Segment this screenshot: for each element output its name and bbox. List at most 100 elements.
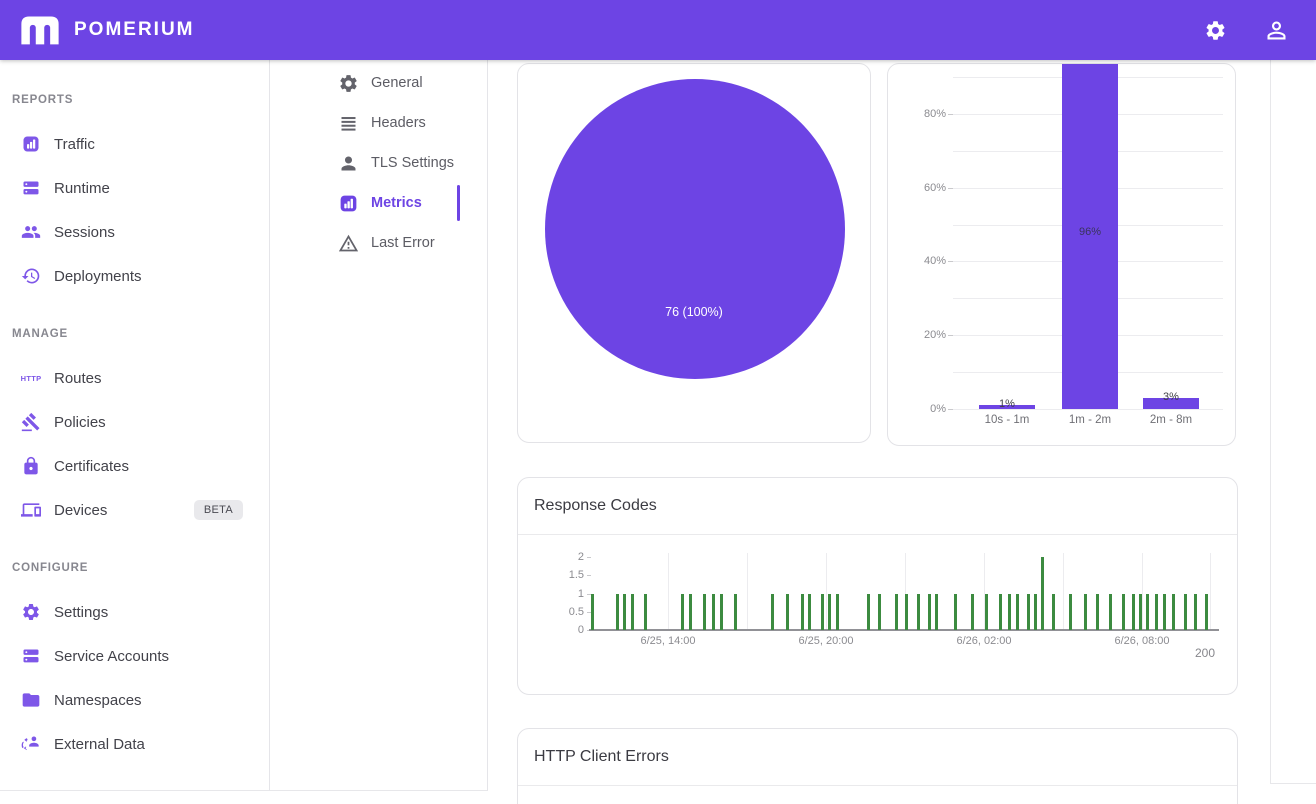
bar-value-label: 96% — [1078, 226, 1102, 238]
sidebar-item-external-data[interactable]: External Data — [0, 722, 269, 766]
sidebar-item-label: Runtime — [54, 179, 110, 197]
response-code-bar — [1204, 593, 1208, 630]
tab-last-error[interactable]: Last Error — [270, 223, 487, 263]
sidebar-section: MANAGE HTTP Routes Policies Certificates Devi… — [0, 328, 269, 532]
response-code-bar — [1027, 593, 1030, 630]
divider — [518, 534, 1237, 535]
axis-tick — [587, 593, 591, 595]
response-code-bar — [1051, 593, 1055, 630]
folder-icon — [22, 693, 40, 707]
x-axis-time-label: 6/25, 14:00 — [640, 635, 696, 647]
response-code-bar — [631, 593, 635, 630]
storage-icon — [23, 181, 39, 195]
tab-tls-settings[interactable]: TLS Settings — [270, 143, 487, 183]
pie-chart — [545, 79, 845, 379]
response-code-bar — [905, 593, 909, 630]
sidebar-item-policies[interactable]: Policies — [0, 400, 269, 444]
legend-200: 200 — [1194, 646, 1215, 660]
gridline — [1063, 553, 1064, 630]
warning-icon — [338, 234, 358, 251]
x-axis-category-label: 2m - 8m — [1149, 414, 1193, 426]
response-code-bar — [984, 593, 988, 630]
gridline — [668, 553, 669, 630]
axis-tick — [587, 575, 591, 577]
sidebar-item-namespaces[interactable]: Namespaces — [0, 678, 269, 722]
sidebar-item-service-accounts[interactable]: Service Accounts — [0, 634, 269, 678]
gear-icon[interactable] — [1204, 19, 1227, 42]
response-code-bar — [1096, 593, 1100, 630]
sidebar-item-routes[interactable]: HTTP Routes — [0, 356, 269, 400]
pomerium-logo: POMERIUM — [18, 13, 195, 47]
person-outline-icon[interactable] — [1263, 17, 1290, 44]
tab-label: Last Error — [371, 235, 435, 251]
response-code-bar — [1108, 593, 1112, 630]
sidebar: REPORTS Traffic Runtime Sessions Deployments… — [0, 60, 270, 791]
tab-label: Metrics — [371, 195, 422, 211]
sidebar-item-runtime[interactable]: Runtime — [0, 166, 269, 210]
response-code-bar — [1040, 557, 1044, 630]
tab-metrics[interactable]: Metrics — [270, 183, 487, 223]
response-code-bar — [1194, 593, 1198, 630]
gridline — [1210, 553, 1211, 630]
duration-histogram-card: 0% 20% 40% 60% 80% 1% 10s - 1m 96% 1m - 2m 3% 2m -… — [887, 63, 1236, 446]
content-right-divider — [1270, 60, 1271, 783]
tab-general[interactable]: General — [270, 63, 487, 103]
gavel-icon — [21, 412, 40, 432]
response-code-bar — [894, 593, 898, 630]
gear-icon — [23, 604, 39, 620]
gridline — [747, 553, 748, 630]
divider — [518, 785, 1237, 786]
response-code-bar — [1162, 593, 1166, 630]
tab-headers[interactable]: Headers — [270, 103, 487, 143]
tab-label: Headers — [371, 115, 426, 131]
pomerium-bridge-icon — [21, 16, 59, 45]
gear-icon — [1206, 20, 1225, 40]
tab-label: General — [371, 75, 423, 91]
sidebar-item-traffic[interactable]: Traffic — [0, 122, 269, 166]
response-code-bar — [808, 593, 812, 630]
app-bar: POMERIUM — [0, 0, 1316, 60]
response-code-bar — [591, 593, 595, 630]
response-code-bar — [927, 593, 931, 630]
sidebar-item-label: Routes — [54, 369, 102, 387]
y-axis-tick-label: 1.5 — [568, 569, 584, 582]
duration-bar — [1062, 64, 1118, 409]
response-code-bar — [971, 593, 975, 630]
beta-badge: BETA — [193, 500, 243, 520]
sidebar-section: CONFIGURE Settings Service Accounts Namespa… — [0, 562, 269, 766]
response-code-bar — [1015, 593, 1019, 630]
response-code-bar — [1172, 593, 1175, 630]
sidebar-item-certificates[interactable]: Certificates — [0, 444, 269, 488]
response-code-bar — [999, 593, 1003, 630]
axis-tick — [948, 187, 953, 189]
sidebar-item-label: Traffic — [54, 135, 95, 153]
response-code-bar — [1084, 593, 1087, 630]
sidebar-item-label: Namespaces — [54, 691, 142, 709]
y-axis-tick-label: 1 — [577, 587, 584, 600]
gridline — [984, 553, 985, 630]
gear-outline-icon — [339, 74, 357, 92]
storage-icon — [23, 649, 39, 663]
y-axis-tick-label: 0.5 — [568, 605, 584, 618]
sidebar-item-devices[interactable]: Devices BETA — [0, 488, 269, 532]
gridline — [826, 553, 827, 630]
x-axis-category-label: 10s - 1m — [984, 414, 1030, 426]
response-code-bar — [800, 593, 804, 630]
lines-icon — [341, 116, 355, 131]
pie-slice-label: 76 (100%) — [665, 305, 723, 319]
sidebar-item-deployments[interactable]: Deployments — [0, 254, 269, 298]
x-axis-category-label: 1m - 2m — [1068, 414, 1112, 426]
sidebar-item-settings[interactable]: Settings — [0, 590, 269, 634]
axis-tick — [587, 557, 591, 558]
response-code-bar — [867, 593, 870, 630]
response-code-bar — [827, 593, 831, 630]
response-code-bar — [733, 593, 737, 630]
response-code-bar — [1132, 593, 1136, 630]
sidebar-item-sessions[interactable]: Sessions — [0, 210, 269, 254]
sidebar-item-label: Certificates — [54, 457, 130, 475]
brand-text: POMERIUM — [74, 19, 195, 40]
devices-icon — [21, 503, 41, 517]
response-code-bar — [1122, 593, 1126, 630]
response-code-bar — [1138, 593, 1142, 630]
